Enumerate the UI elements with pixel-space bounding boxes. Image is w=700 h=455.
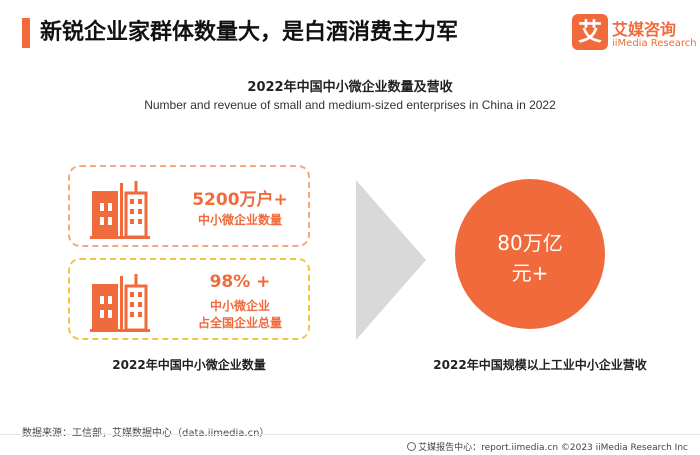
page-title: 新锐企业家群体数量大，是白酒消费主力军	[40, 20, 459, 45]
logo-text-cn: 艾媒咨询	[612, 20, 677, 39]
building-icon	[90, 274, 150, 332]
stat-label-line2: 占全国企业总量	[197, 316, 282, 330]
stat-value: 98% +	[209, 272, 271, 292]
footer-credit-text: 艾媒报告中心：report.iimedia.cn ©2023 iiMedia R…	[418, 443, 688, 453]
logo-mark: 艾	[572, 14, 608, 50]
building-icon	[90, 181, 150, 239]
stat-value: 5200万户+	[192, 190, 288, 210]
report-center-icon	[407, 442, 417, 451]
revenue-unit: 元+	[511, 261, 549, 285]
footer-credit: 艾媒报告中心：report.iimedia.cn ©2023 iiMedia R…	[407, 440, 688, 453]
data-source: 数据来源：工信部，艾媒数据中心（data.iimedia.cn）	[22, 424, 269, 439]
left-caption: 2022年中国中小微企业数量	[112, 358, 266, 372]
title-accent-bar	[22, 18, 30, 48]
revenue-circle: 80万亿 元+	[455, 179, 605, 329]
revenue-value: 80万亿	[497, 231, 563, 255]
stat-card-enterprise-count: 5200万户+ 中小微企业数量	[68, 165, 310, 247]
stat-label: 中小微企业数量	[197, 213, 282, 227]
logo-text-en: iiMedia Research	[612, 38, 697, 49]
chevron-arrow-icon	[356, 180, 426, 340]
footer-divider	[0, 434, 700, 435]
chart-title-en: Number and revenue of small and medium-s…	[144, 98, 556, 112]
chart-title-cn: 2022年中国中小微企业数量及营收	[247, 80, 453, 95]
stat-card-enterprise-share: 98% + 中小微企业 占全国企业总量	[68, 258, 310, 340]
brand-logo: 艾 艾媒咨询 iiMedia Research	[572, 14, 697, 54]
right-caption: 2022年中国规模以上工业中小企业营收	[433, 358, 647, 372]
stat-label-line1: 中小微企业	[209, 299, 270, 313]
